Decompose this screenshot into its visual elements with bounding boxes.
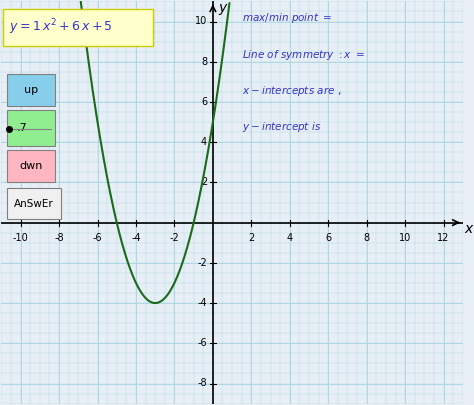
Text: -4: -4 — [131, 232, 141, 243]
Text: 10: 10 — [195, 17, 207, 26]
Text: $y-intercept\ is$: $y-intercept\ is$ — [242, 120, 321, 134]
Text: 12: 12 — [438, 232, 450, 243]
Text: AnSwEr: AnSwEr — [14, 198, 54, 209]
Text: 8: 8 — [364, 232, 370, 243]
Bar — [7, 188, 61, 219]
Text: -6: -6 — [93, 232, 102, 243]
Text: dwn: dwn — [19, 161, 43, 171]
Text: -10: -10 — [13, 232, 28, 243]
Text: 6: 6 — [325, 232, 331, 243]
Text: $y=1\,x^2+6\,x+5$: $y=1\,x^2+6\,x+5$ — [9, 18, 113, 37]
Text: -4: -4 — [198, 298, 207, 308]
Text: -2: -2 — [197, 258, 207, 268]
Bar — [7, 74, 55, 106]
Text: 4: 4 — [201, 137, 207, 147]
Text: -6: -6 — [198, 338, 207, 348]
Text: 6: 6 — [201, 97, 207, 107]
Bar — [7, 150, 55, 182]
Bar — [7, 110, 55, 146]
Text: up: up — [24, 85, 38, 95]
Text: x: x — [465, 222, 473, 236]
Text: .7: .7 — [17, 123, 28, 133]
Text: -8: -8 — [198, 379, 207, 388]
Bar — [3, 9, 153, 46]
Text: 10: 10 — [399, 232, 411, 243]
Text: $max/min\ point\ =$: $max/min\ point\ =$ — [242, 11, 332, 26]
Text: 4: 4 — [287, 232, 293, 243]
Text: $x-intercepts\ are\ ,$: $x-intercepts\ are\ ,$ — [242, 84, 341, 98]
Text: 2: 2 — [248, 232, 255, 243]
Text: -8: -8 — [54, 232, 64, 243]
Text: 2: 2 — [201, 177, 207, 188]
Text: $Line\ of\ symmetry\ :x\ =$: $Line\ of\ symmetry\ :x\ =$ — [242, 48, 365, 62]
Text: 8: 8 — [201, 57, 207, 67]
Text: -2: -2 — [170, 232, 179, 243]
Text: y: y — [219, 1, 227, 15]
